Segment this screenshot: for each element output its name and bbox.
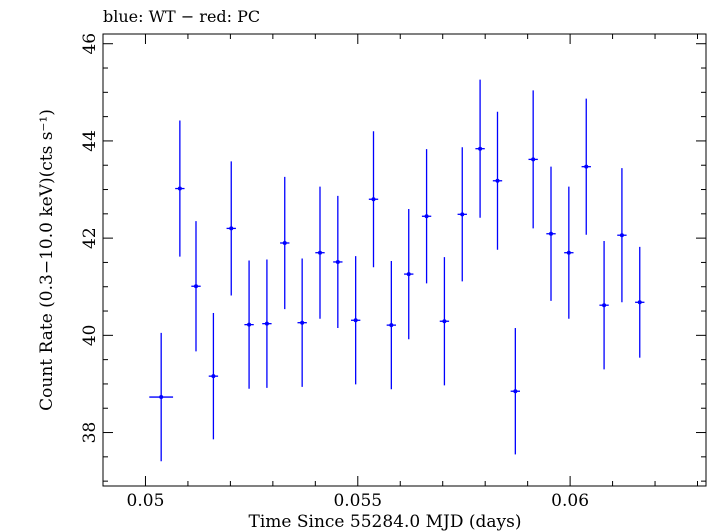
data-marker: [442, 319, 447, 324]
data-point: [635, 246, 645, 358]
data-marker: [424, 214, 429, 219]
data-marker: [282, 240, 287, 245]
data-point: [510, 328, 521, 455]
data-point: [457, 147, 467, 282]
y-axis-ticks: 38 40 42 44 46: [80, 33, 706, 482]
y-axis-label: Count Rate (0.3−10.0 keV)(cts s⁻¹): [37, 109, 57, 411]
data-point: [149, 332, 174, 462]
data-points: [149, 79, 645, 462]
y-tick-label: 44: [80, 130, 100, 152]
data-marker: [584, 164, 589, 169]
data-marker: [211, 374, 216, 379]
data-marker: [495, 178, 500, 183]
x-axis-ticks: 0.05 0.055 0.06: [102, 34, 699, 511]
data-marker: [531, 157, 536, 162]
x-tick-label: 0.05: [127, 491, 165, 511]
data-point: [528, 90, 538, 229]
data-marker: [389, 323, 394, 328]
data-marker: [300, 320, 305, 325]
y-tick-label: 40: [80, 325, 100, 347]
x-tick-label: 0.06: [551, 491, 589, 511]
data-point: [564, 186, 574, 319]
data-point: [350, 256, 361, 385]
data-point: [244, 260, 254, 389]
data-point: [368, 131, 379, 268]
data-marker: [619, 233, 624, 238]
data-point: [492, 111, 503, 250]
plot-frame: [102, 33, 707, 487]
data-marker: [193, 284, 198, 289]
data-point: [581, 98, 591, 235]
data-point: [617, 168, 627, 303]
data-marker: [247, 322, 252, 327]
y-tick-label: 46: [80, 33, 100, 55]
data-point: [404, 208, 414, 340]
data-point: [175, 120, 185, 257]
data-marker: [371, 197, 376, 202]
data-point: [386, 260, 397, 390]
data-point: [208, 312, 219, 440]
data-marker: [549, 231, 554, 236]
data-marker: [566, 250, 571, 255]
data-point: [421, 149, 432, 284]
data-marker: [317, 250, 322, 255]
data-marker: [353, 318, 358, 323]
data-marker: [335, 259, 340, 264]
x-axis-label: Time Since 55284.0 MJD (days): [249, 512, 522, 532]
data-marker: [602, 303, 607, 308]
data-point: [439, 257, 450, 386]
y-tick-label: 42: [80, 227, 100, 249]
data-marker: [159, 395, 164, 400]
data-marker: [406, 272, 411, 277]
data-point: [475, 79, 485, 218]
data-point: [226, 161, 236, 296]
data-point: [315, 186, 325, 319]
data-marker: [637, 300, 642, 305]
data-point: [280, 176, 290, 310]
data-point: [333, 195, 343, 329]
data-marker: [177, 186, 182, 191]
data-marker: [229, 226, 234, 231]
data-marker: [513, 389, 518, 394]
x-tick-label: 0.055: [333, 491, 382, 511]
data-point: [297, 258, 307, 387]
chart-title: blue: WT − red: PC: [103, 7, 260, 26]
data-point: [262, 259, 272, 388]
y-tick-label: 38: [80, 422, 100, 444]
data-point: [546, 166, 556, 301]
data-point: [191, 221, 201, 352]
data-marker: [460, 212, 465, 217]
data-marker: [478, 146, 483, 151]
data-point: [599, 241, 609, 370]
data-marker: [264, 321, 269, 326]
